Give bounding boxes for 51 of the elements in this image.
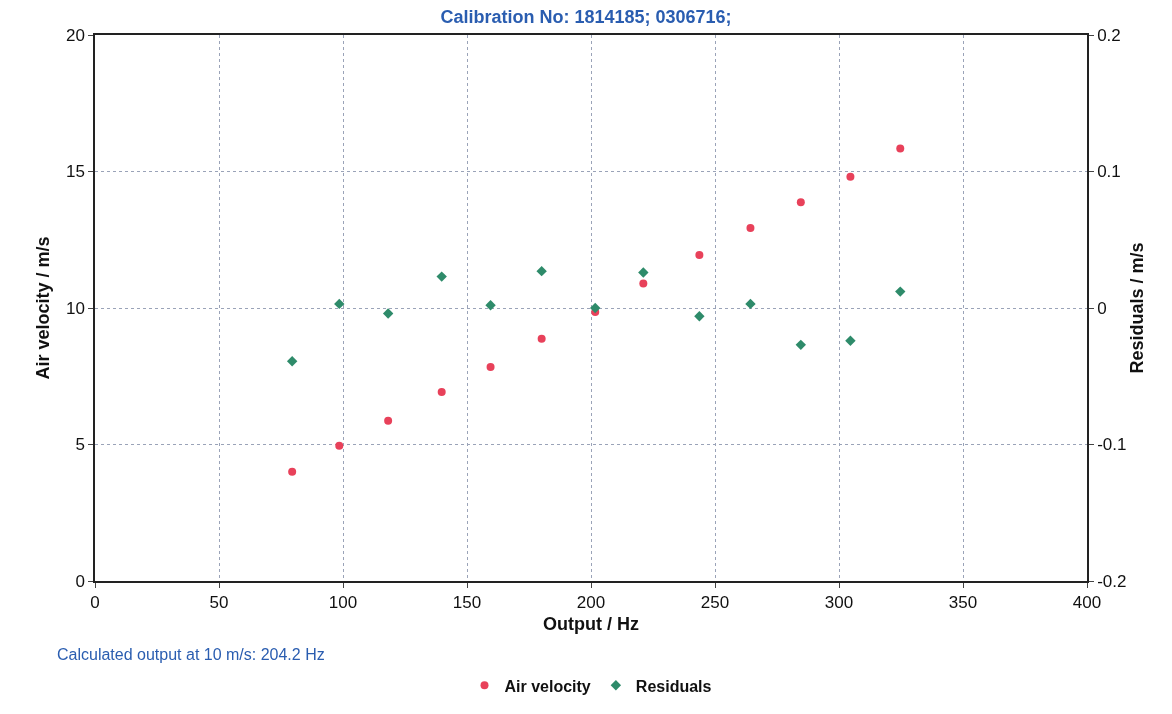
x-tick-label: 400 <box>1072 593 1102 613</box>
legend-label: Residuals <box>635 677 712 695</box>
point <box>334 298 345 310</box>
text: Calculated output at 10 m/s: 204.2 Hz <box>57 646 325 663</box>
point <box>896 144 905 153</box>
point <box>695 251 704 260</box>
y-tick-label: 15 <box>65 162 85 182</box>
y-tick-label: 20 <box>65 25 85 45</box>
point <box>537 334 546 343</box>
y-tick-label: 5 <box>75 435 85 455</box>
x-tick-label: 50 <box>209 593 229 613</box>
point <box>536 265 547 277</box>
point <box>796 198 805 207</box>
y2-axis-title: Residuals / m/s <box>1126 242 1147 374</box>
y2-tick-label: 0.1 <box>1097 162 1121 182</box>
x-tick-label: 350 <box>948 593 978 613</box>
y-tick-label: 0 <box>75 571 85 591</box>
point <box>745 298 756 310</box>
point <box>288 467 297 476</box>
x-axis-title: Output / Hz <box>543 613 639 634</box>
point <box>485 300 496 311</box>
point <box>590 302 601 314</box>
point <box>436 271 447 282</box>
y-axis-title: Air velocity / m/s <box>32 236 53 380</box>
point <box>286 356 298 367</box>
point <box>335 441 344 450</box>
point <box>638 267 649 278</box>
point <box>486 362 495 371</box>
legend-label: Air velocity <box>504 677 591 695</box>
x-tick-label: 200 <box>576 593 606 613</box>
y2-tick-label: 0 <box>1097 298 1107 318</box>
x-tick-label: 0 <box>90 593 100 613</box>
point <box>846 172 855 181</box>
y-tick-label: 10 <box>65 298 85 318</box>
x-tick-label: 250 <box>700 593 730 613</box>
x-tick-label: 300 <box>824 593 854 613</box>
point <box>694 310 705 322</box>
point <box>895 286 906 297</box>
x-tick-label: 150 <box>452 593 482 613</box>
point <box>746 224 755 233</box>
point <box>639 279 648 288</box>
point <box>382 308 394 319</box>
y2-tick-label: -0.1 <box>1097 435 1127 455</box>
x-tick-label: 100 <box>328 593 358 613</box>
point <box>437 388 446 397</box>
y2-tick-label: -0.2 <box>1097 571 1127 591</box>
chart-title: Calibration No: 1814185; 0306716; <box>440 7 732 28</box>
point <box>384 416 393 425</box>
point <box>795 339 807 351</box>
point <box>845 335 856 346</box>
y2-tick-label: 0.2 <box>1097 25 1121 45</box>
